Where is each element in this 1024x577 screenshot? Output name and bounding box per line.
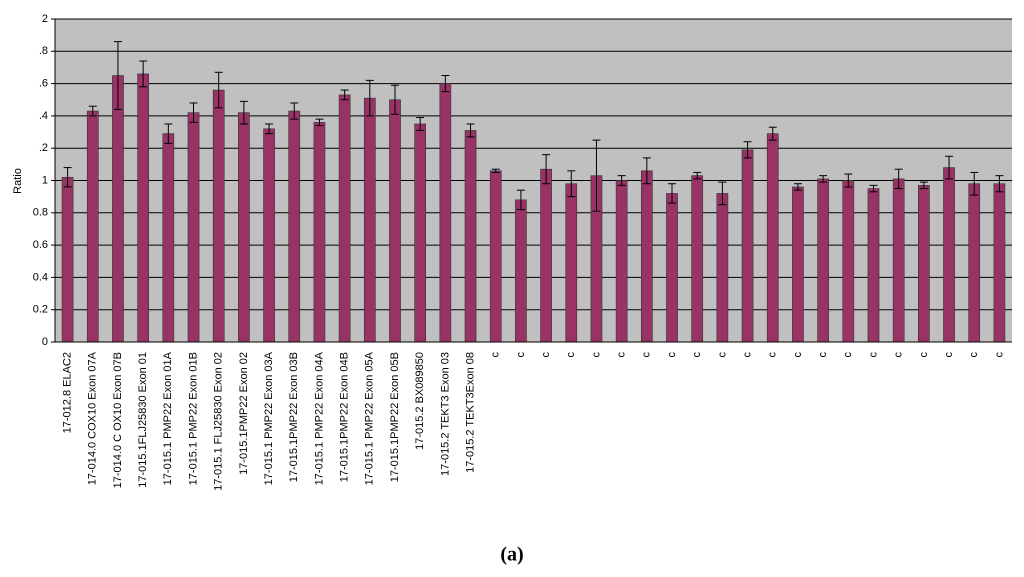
x-tick-label: c <box>540 352 552 358</box>
x-tick-label: c <box>666 352 678 358</box>
bar <box>741 149 754 343</box>
bar <box>716 193 729 343</box>
bar <box>766 133 779 343</box>
x-tick-label: 17-015.2 TEKT3 Exon 03 <box>439 352 451 476</box>
x-tick-label: 17-015.1PMP22 Exon 03B <box>288 352 300 482</box>
bar <box>640 170 653 343</box>
x-tick-label: c <box>893 352 905 358</box>
x-tick-label: c <box>716 352 728 358</box>
y-tick-label: 1 <box>42 174 48 186</box>
x-tick-label: c <box>842 352 854 358</box>
y-tick-label: 0.4 <box>33 271 48 283</box>
x-tick-label: c <box>641 352 653 358</box>
x-tick-label: 17-012.8 ELAC2 <box>61 352 73 433</box>
bar <box>61 176 74 343</box>
bar <box>792 186 804 343</box>
bar <box>515 199 527 343</box>
x-tick-label: c <box>993 352 1005 358</box>
x-tick-label: 17-015.1 PMP22 Exon 05A <box>364 351 376 485</box>
bar <box>943 167 955 343</box>
bar <box>867 188 880 343</box>
x-tick-label: 17-015.1 FLJ25830 Exon 02 <box>213 352 225 491</box>
bar <box>666 193 678 343</box>
bar <box>187 112 200 343</box>
bar <box>338 94 351 343</box>
bar <box>137 73 149 343</box>
bar <box>968 183 981 343</box>
x-tick-label: 17-015.1PMP22 Exon 02 <box>238 352 250 475</box>
bar <box>86 110 99 343</box>
x-tick-label: c <box>867 352 879 358</box>
x-tick-label: c <box>918 352 930 358</box>
bar <box>238 112 250 343</box>
x-tick-label: c <box>968 352 980 358</box>
x-tick-label: c <box>943 352 955 358</box>
bar <box>162 133 175 343</box>
bar <box>892 178 905 343</box>
caption: (a) <box>500 544 523 566</box>
bar <box>817 178 829 343</box>
x-tick-label: c <box>767 352 779 358</box>
x-tick-label: 17-015.1FLJ25830 Exon 01 <box>137 352 149 488</box>
bar <box>615 180 628 343</box>
x-tick-label: 17-014.0 COX10 Exon 07A <box>87 351 99 485</box>
x-tick-label: 17-015.1 PMP22 Exon 04A <box>313 351 325 485</box>
x-tick-label: c <box>565 352 577 358</box>
x-tick-label: 17-015.1PMP22 Exon 05B <box>389 352 401 482</box>
x-tick-label: c <box>515 352 527 358</box>
bar <box>288 110 301 343</box>
bar <box>842 180 855 343</box>
y-tick-label: 0 <box>42 336 48 348</box>
bar <box>263 128 275 343</box>
y-tick-label: .8 <box>39 45 48 57</box>
x-tick-label: c <box>817 352 829 358</box>
x-tick-label: c <box>792 352 804 358</box>
x-tick-label: 17-015.2 TEKT3Exon 08 <box>464 352 476 473</box>
bar <box>363 97 376 343</box>
bar <box>464 130 477 343</box>
x-tick-label: 17-015.1 PMP22 Exon 03A <box>263 351 275 485</box>
y-tick-label: 0.8 <box>33 207 48 219</box>
bar <box>993 183 1006 343</box>
bar <box>414 123 427 343</box>
y-tick-label: 0.6 <box>33 239 48 251</box>
x-tick-label: c <box>691 352 703 358</box>
bar <box>439 83 452 343</box>
bar <box>918 185 930 343</box>
x-tick-label: 17-015.1PMP22 Exon 04B <box>339 352 351 482</box>
x-tick-label: 17-015.1 PMP22 Exon 01B <box>187 352 199 485</box>
y-tick-label: .4 <box>39 110 48 122</box>
y-axis-label: Ratio <box>12 168 24 194</box>
x-tick-label: c <box>616 352 628 358</box>
y-tick-label: .2 <box>39 142 48 154</box>
x-tick-label: 17-015.2 BX089850 <box>414 352 426 450</box>
x-tick-label: c <box>590 352 602 358</box>
bar <box>691 175 704 343</box>
x-tick-label: c <box>741 352 753 358</box>
bar <box>212 89 225 343</box>
bar <box>313 122 326 343</box>
bar <box>540 168 552 343</box>
bar <box>112 75 124 343</box>
x-tick-label: 17-015.1 PMP22 Exon 01A <box>162 351 174 485</box>
bar <box>389 99 401 343</box>
bar <box>489 170 502 343</box>
y-tick-label: 2 <box>42 13 48 25</box>
x-tick-label: c <box>490 352 502 358</box>
x-tick-label: 17-014.0 C OX10 Exon 07B <box>112 352 124 488</box>
y-tick-label: .6 <box>39 78 48 90</box>
bar <box>565 183 578 343</box>
y-tick-label: 0.2 <box>33 304 48 316</box>
